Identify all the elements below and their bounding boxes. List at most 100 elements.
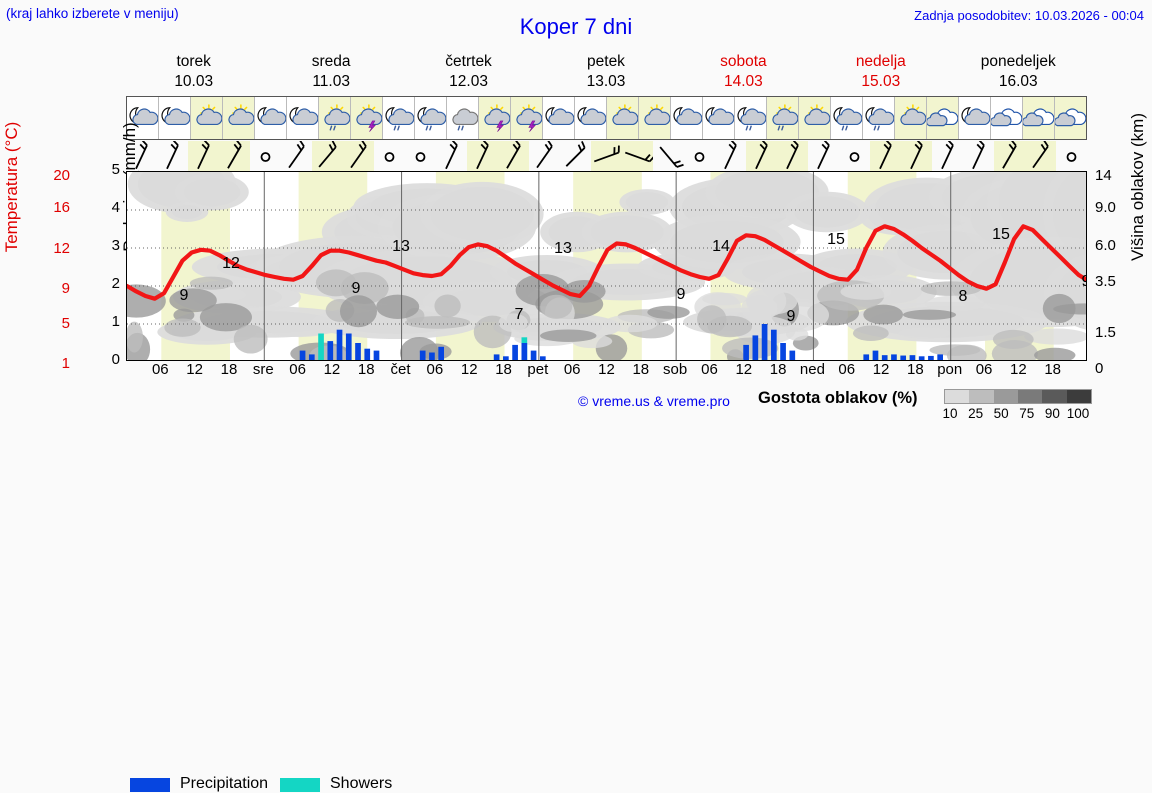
temperature-label-end: 9 [1082,273,1087,290]
cloud-density-swatch-100 [1067,390,1091,403]
x-tick-18: 18 [358,361,375,378]
temperature-label-min: 7 [515,306,524,323]
wind-barb-5 [281,141,312,171]
wind-barb-4 [250,141,281,171]
cloud-density-legend-title: Gostota oblakov (%) [758,389,918,408]
wind-barb-6 [312,141,343,171]
wind-barb-18 [684,141,715,171]
x-tick-06: 06 [976,361,993,378]
wind-barb-25 [901,141,932,171]
cloud-height-tick-6.0: 6.0 [1095,237,1131,254]
weather-icon-night-cloudy-rain [383,97,415,139]
weather-icon-day-sunny-cloudy-rain [767,97,799,139]
wind-barb-27 [963,141,994,171]
day-date: 16.03 [950,72,1087,92]
wind-barb-23 [839,141,870,171]
wind-barb-19 [715,141,746,171]
cloud-height-tick-9.0: 9.0 [1095,199,1131,216]
wind-barb-21 [777,141,808,171]
weather-icon-night-cloudy [287,97,319,139]
wind-barb-3 [219,141,250,171]
x-tick-06: 06 [427,361,444,378]
temperature-label-max: 15 [827,231,845,248]
wind-barb-1 [157,141,188,171]
wind-barb-2 [188,141,219,171]
day-name: torek [125,52,262,72]
wind-barb-10 [436,141,467,171]
cloud-height-tick-3.5: 3.5 [1095,273,1131,290]
x-tick-12: 12 [461,361,478,378]
x-tick-18: 18 [907,361,924,378]
x-tick-pon: pon [937,361,962,378]
cloud-density-tick-90: 90 [1045,406,1060,421]
x-tick-18: 18 [495,361,512,378]
x-tick-06: 06 [289,361,306,378]
x-tick-18: 18 [770,361,787,378]
temperature-tick-16: 16 [40,199,70,216]
day-date: 11.03 [262,72,399,92]
wind-barb-13 [529,141,560,171]
x-tick-sob: sob [663,361,687,378]
precipitation-tick-4: 4 [98,199,120,216]
wind-barb-30 [1056,141,1087,171]
showers-legend-label: Showers [330,775,392,793]
wind-barb-strip [126,141,1087,171]
weather-icon-night-cloudy [703,97,735,139]
temperature-label-max: 13 [554,240,572,257]
weather-icon-night-cloudy [255,97,287,139]
x-tick-12: 12 [598,361,615,378]
cloud-height-tick-0: 0 [1095,360,1131,377]
precipitation-tick-5: 5 [98,161,120,178]
weather-icon-cloudy [927,97,959,139]
wind-barb-16 [622,141,653,171]
day-name: sreda [262,52,399,72]
temperature-label-min: 9 [352,280,361,297]
wind-barb-28 [994,141,1025,171]
cloud-density-swatch-90 [1042,390,1066,403]
meteogram-plot: 7129129137139149158159 [126,171,1087,361]
weather-icon-day-sunny-cloudy [223,97,255,139]
cloud-density-swatch-50 [994,390,1018,403]
day-name: petek [537,52,674,72]
cloud-height-tick-14: 14 [1095,167,1131,184]
x-tick-pet: pet [527,361,548,378]
showers-swatch [280,778,320,792]
x-tick-12: 12 [1010,361,1027,378]
x-tick-18: 18 [632,361,649,378]
weather-icon-night-cloudy [543,97,575,139]
temperature-axis-title: Temperatura (°C) [0,87,24,287]
x-tick-12: 12 [873,361,890,378]
weather-icon-night-cloudy [159,97,191,139]
cloud-density-swatch-75 [1018,390,1042,403]
day-name: sobota [675,52,812,72]
copyright-label[interactable]: © vreme.us & vreme.pro [578,393,730,409]
weather-icon-day-sunny-cloudy [607,97,639,139]
wind-barb-15 [591,141,622,171]
weather-icon-day-sunny-cloudy [895,97,927,139]
weather-icon-night-cloudy-rain [831,97,863,139]
weather-icon-night-cloudy-rain [863,97,895,139]
day-name: ponedeljek [950,52,1087,72]
weather-icon-night-cloudy [575,97,607,139]
temperature-tick-5: 5 [40,315,70,332]
last-update-label: Zadnja posodobitev: 10.03.2026 - 00:04 [914,8,1144,23]
precipitation-legend-label: Precipitation [180,775,268,793]
weather-icon-night-cloudy-rain [735,97,767,139]
precipitation-tick-3: 3 [98,237,120,254]
weather-icon-day-sunny-cloudy [191,97,223,139]
precipitation-tick-0: 0 [98,351,120,368]
x-tick-06: 06 [701,361,718,378]
precipitation-tick-1: 1 [98,313,120,330]
weather-icon-night-cloudy [671,97,703,139]
weather-icon-day-sunny-thunder [351,97,383,139]
day-date: 10.03 [125,72,262,92]
x-tick-12: 12 [324,361,341,378]
cloud-height-tick-1.5: 1.5 [1095,324,1131,341]
temperature-label-max: 12 [222,255,240,272]
weather-icon-night-cloudy [959,97,991,139]
